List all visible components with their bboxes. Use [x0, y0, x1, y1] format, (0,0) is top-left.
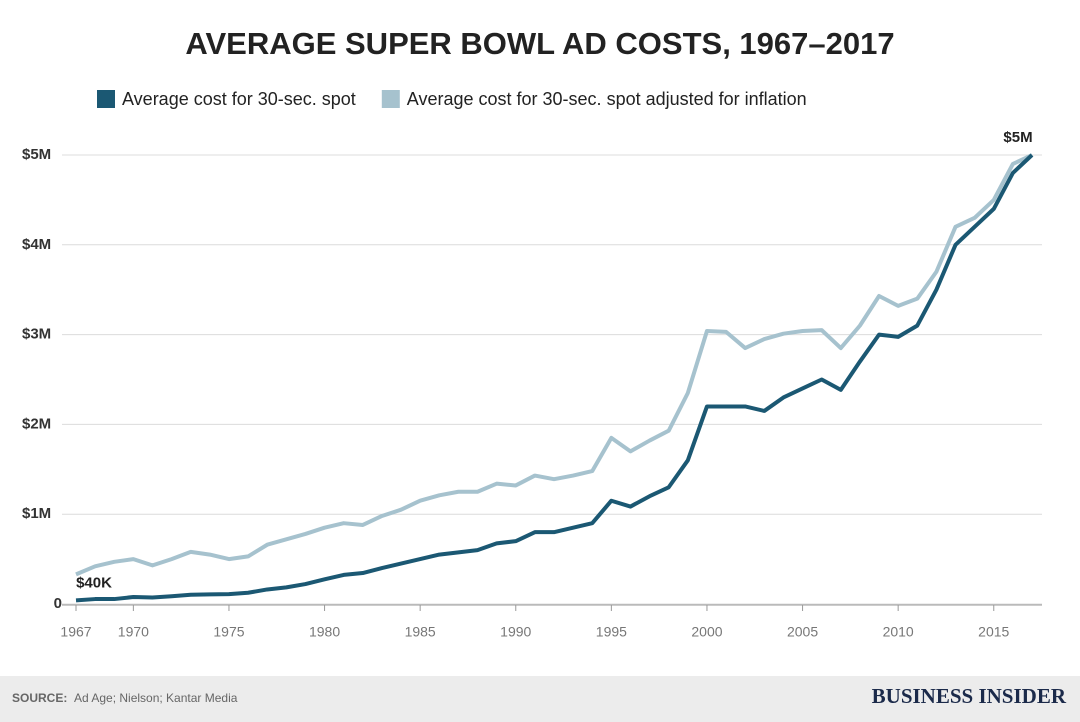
y-tick-label: $5M: [22, 146, 51, 163]
value-label: $40K: [76, 574, 112, 591]
legend-label: Average cost for 30-sec. spot: [122, 89, 356, 109]
legend-swatch: [381, 90, 400, 108]
y-tick-label: $4M: [22, 236, 51, 253]
x-tick-label: 1995: [596, 624, 627, 640]
source: Ad Age; Nielson; Kantar Media: [74, 691, 238, 705]
y-tick-label: $1M: [22, 505, 51, 522]
x-tick-label: 1980: [309, 624, 340, 640]
legend-swatch: [97, 90, 115, 108]
footer-band: [0, 676, 1080, 722]
legend-label: Average cost for 30-sec. spot adjusted f…: [407, 89, 807, 109]
series-line: [75, 153, 1034, 603]
x-tick-label: 1970: [118, 624, 149, 640]
x-tick-label: 1990: [500, 624, 531, 640]
x-tick-label: 2010: [883, 624, 914, 640]
y-tick-label: 0: [54, 595, 62, 612]
x-tick-label: 2015: [978, 624, 1009, 640]
y-tick-label: $3M: [22, 326, 51, 343]
x-tick-label: 2000: [691, 624, 722, 640]
y-tick-label: $2M: [22, 415, 51, 432]
chart-title: AVERAGE SUPER BOWL AD COSTS, 1967–2017: [185, 26, 894, 61]
x-tick-label: 2005: [787, 624, 818, 640]
x-tick-label: 1967: [60, 624, 91, 640]
value-label: $5M: [1003, 129, 1032, 146]
x-tick-label: 1975: [213, 624, 244, 640]
source-label: SOURCE:: [12, 691, 67, 705]
x-tick-label: 1985: [405, 624, 436, 640]
series-line: [75, 153, 1033, 577]
brand: BUSINESS INSIDER: [872, 684, 1067, 708]
